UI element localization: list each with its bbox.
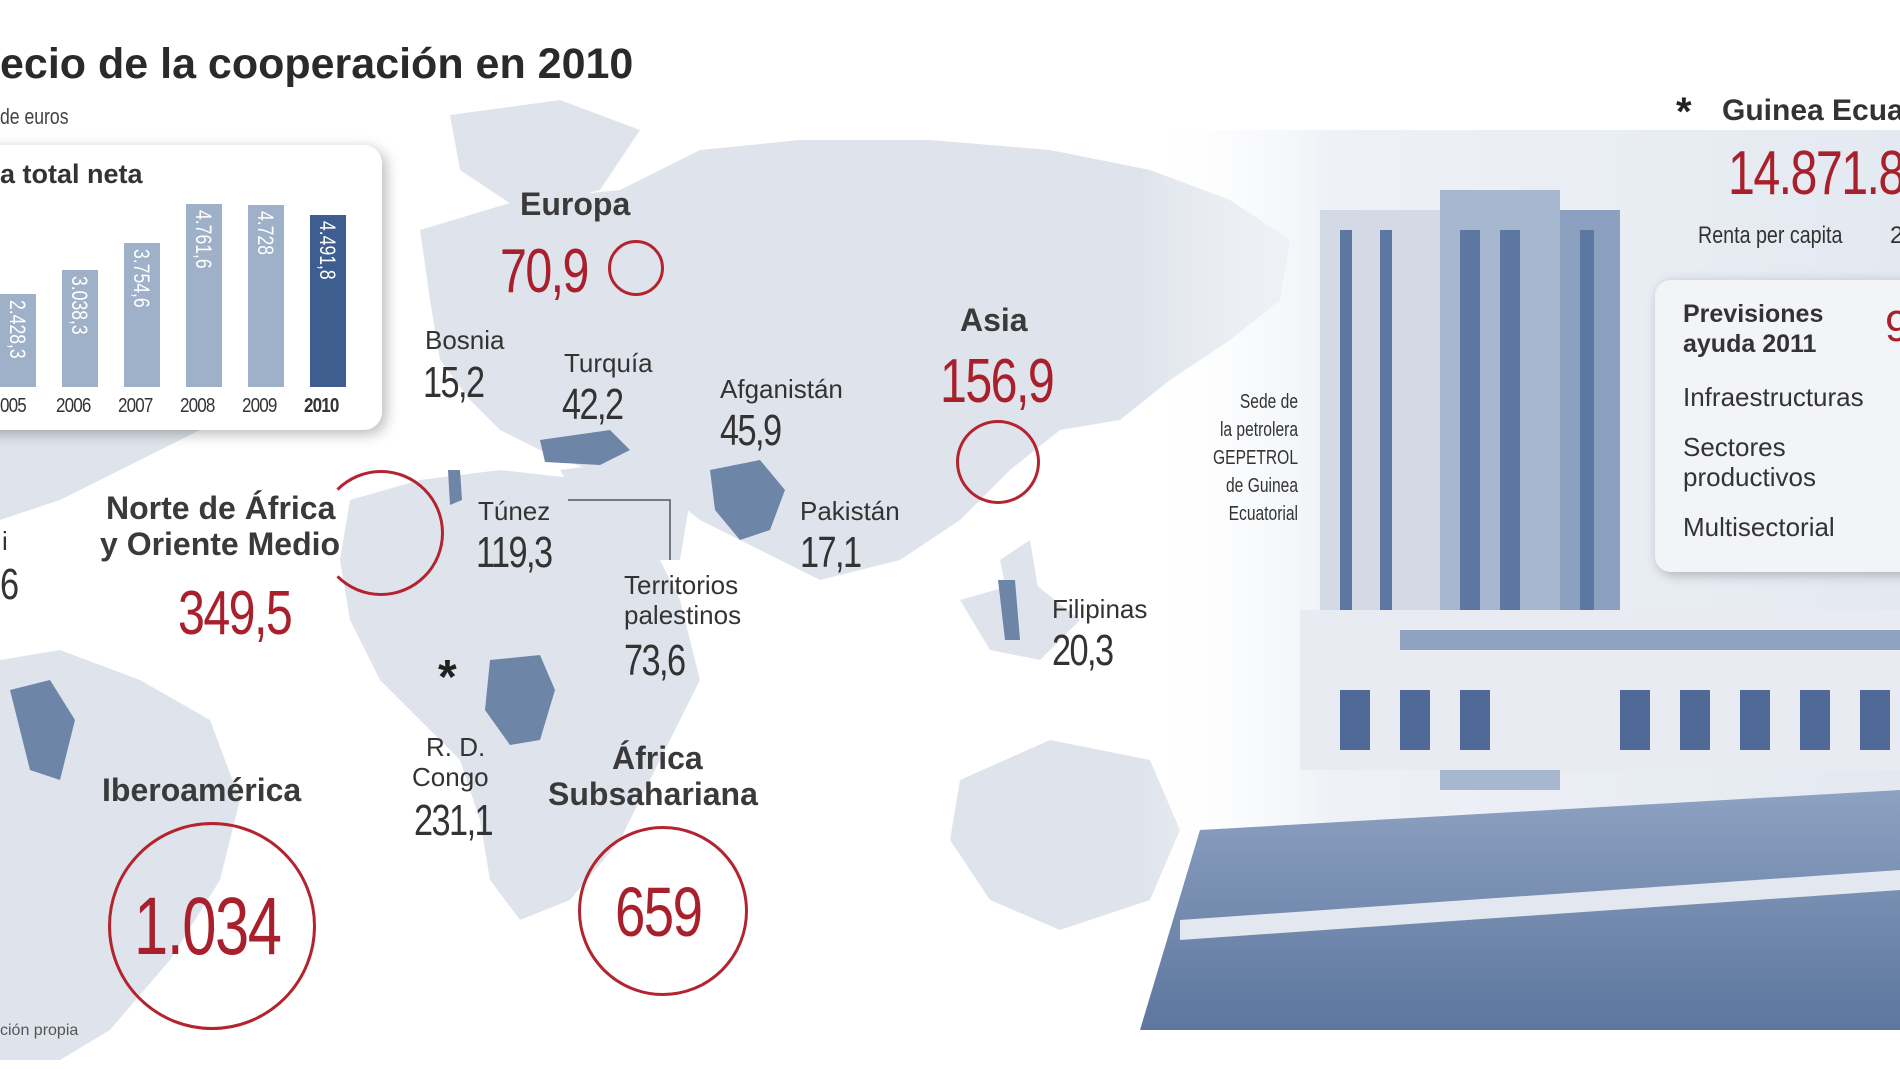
- bar-2010: 4.491,8: [310, 215, 346, 387]
- panel-title-2: ayuda 2011: [1683, 330, 1817, 358]
- x-tick-label: 2006: [56, 395, 91, 417]
- building-photo: [1140, 130, 1900, 1030]
- bar-2009: 4.728: [248, 205, 284, 387]
- region-iberoamerica-label: Iberoamérica: [102, 772, 302, 808]
- country-pakistan-label: Pakistán: [800, 496, 900, 526]
- region-asia-circle: [956, 420, 1040, 504]
- caption-line: Ecuatorial: [1228, 503, 1298, 525]
- country-haiti-value: 6: [0, 560, 19, 609]
- x-tick-label: 2008: [180, 395, 215, 417]
- region-africa-sub-label-1: África: [612, 740, 703, 776]
- country-rdcongo-label-1: R. D.: [426, 732, 486, 762]
- panel-item-multisectorial: Multisectorial: [1683, 512, 1835, 542]
- bar-value-label: 3.038,3: [67, 276, 92, 335]
- region-europa-value: 70,9: [500, 237, 589, 306]
- country-rdcongo-label-2: Congo: [412, 762, 489, 792]
- panel-item-sectores-1: Sectores: [1683, 432, 1786, 462]
- x-tick-label: 2010: [304, 395, 339, 417]
- country-bosnia-value: 15,2: [423, 358, 485, 407]
- guinea-forecast-panel: Previsiones ayuda 2011 9 Infraestructura…: [1655, 280, 1900, 572]
- x-tick-label: 005: [0, 395, 27, 417]
- source-note: ción propia: [0, 1022, 79, 1039]
- country-haiti-label: i: [2, 526, 8, 556]
- region-europa-label: Europa: [520, 186, 631, 222]
- bar-2005: 2.428,3: [0, 294, 36, 387]
- country-tunez-label: Túnez: [478, 496, 551, 526]
- region-africa-sub-circle: [578, 826, 748, 996]
- country-pakistan-value: 17,1: [800, 528, 862, 577]
- page-title: ecio de la cooperación en 2010: [0, 40, 634, 88]
- bar-2007: 3.754,6: [124, 243, 160, 387]
- guinea-renta-label: Renta per capita: [1698, 222, 1843, 249]
- country-afganistan-label: Afganistán: [720, 374, 843, 404]
- region-norte-africa-label-2: y Oriente Medio: [100, 526, 341, 562]
- country-filipinas-label: Filipinas: [1052, 594, 1148, 624]
- asterisk-guinea-icon: *: [1676, 90, 1692, 134]
- bar-value-label: 4.761,6: [191, 210, 216, 269]
- country-rdcongo-value: 231,1: [414, 796, 494, 845]
- guinea-value: 14.871.8: [1728, 139, 1900, 208]
- caption-line: la petrolera: [1219, 419, 1298, 441]
- panel-title-1: Previsiones: [1683, 300, 1824, 328]
- guinea-title: Guinea Ecua: [1722, 94, 1900, 127]
- x-tick-label: 2009: [242, 395, 277, 417]
- bar-value-label: 2.428,3: [5, 300, 30, 359]
- region-asia-value: 156,9: [940, 347, 1055, 416]
- bar-2006: 3.038,3: [62, 270, 98, 387]
- region-africa-sub-label-2: Subsahariana: [548, 776, 758, 812]
- region-norte-africa-value: 349,5: [178, 579, 293, 648]
- chart-x-axis: 005 2006 2007 2008 2009 2010: [0, 395, 360, 425]
- region-norte-africa-circle: [318, 470, 444, 596]
- country-turquia-value: 42,2: [562, 380, 624, 429]
- page-subtitle: de euros: [0, 104, 69, 129]
- building-caption: Sede de la petrolera GEPETROL de Guinea …: [1178, 388, 1298, 528]
- country-territorios-label-2: palestinos: [624, 600, 742, 630]
- country-afganistan-value: 45,9: [720, 406, 782, 455]
- country-tunez-value: 119,3: [476, 528, 553, 577]
- x-tick-label: 2007: [118, 395, 153, 417]
- asterisk-congo-icon: *: [438, 651, 457, 704]
- country-territorios-label-1: Territorios: [624, 570, 739, 600]
- guinea-renta-value: 2: [1890, 222, 1900, 249]
- panel-item-sectores-2: productivos: [1683, 462, 1816, 492]
- bar-chart-panel: a total neta 2.428,3 3.038,3 3.754,6 4.761,…: [0, 145, 382, 430]
- bar-2008: 4.761,6: [186, 204, 222, 387]
- caption-line: de Guinea: [1226, 475, 1298, 497]
- bar-value-label: 4.728: [253, 211, 278, 256]
- country-turquia-label: Turquía: [564, 348, 653, 378]
- country-territorios-value: 73,6: [624, 636, 686, 685]
- caption-line: GEPETROL: [1213, 447, 1298, 469]
- region-africa-sub-value: 659: [615, 873, 703, 951]
- chart-plot-area: 2.428,3 3.038,3 3.754,6 4.761,6 4.728 4.491,8: [0, 195, 360, 387]
- country-bosnia-label: Bosnia: [425, 325, 505, 355]
- caption-line: Sede de: [1239, 391, 1298, 413]
- country-filipinas-value: 20,3: [1052, 626, 1114, 675]
- region-asia-label: Asia: [960, 302, 1028, 338]
- bar-value-label: 4.491,8: [315, 221, 340, 280]
- region-norte-africa-label-1: Norte de África: [106, 490, 336, 526]
- region-iberoamerica-circle: [108, 822, 316, 1030]
- bar-value-label: 3.754,6: [129, 249, 154, 308]
- region-europa-circle: [608, 240, 664, 296]
- panel-item-infraestructuras: Infraestructuras: [1683, 382, 1864, 412]
- chart-title: a total neta: [0, 159, 143, 189]
- panel-title-value: 9: [1885, 302, 1900, 351]
- region-iberoamerica-value: 1.034: [134, 881, 282, 972]
